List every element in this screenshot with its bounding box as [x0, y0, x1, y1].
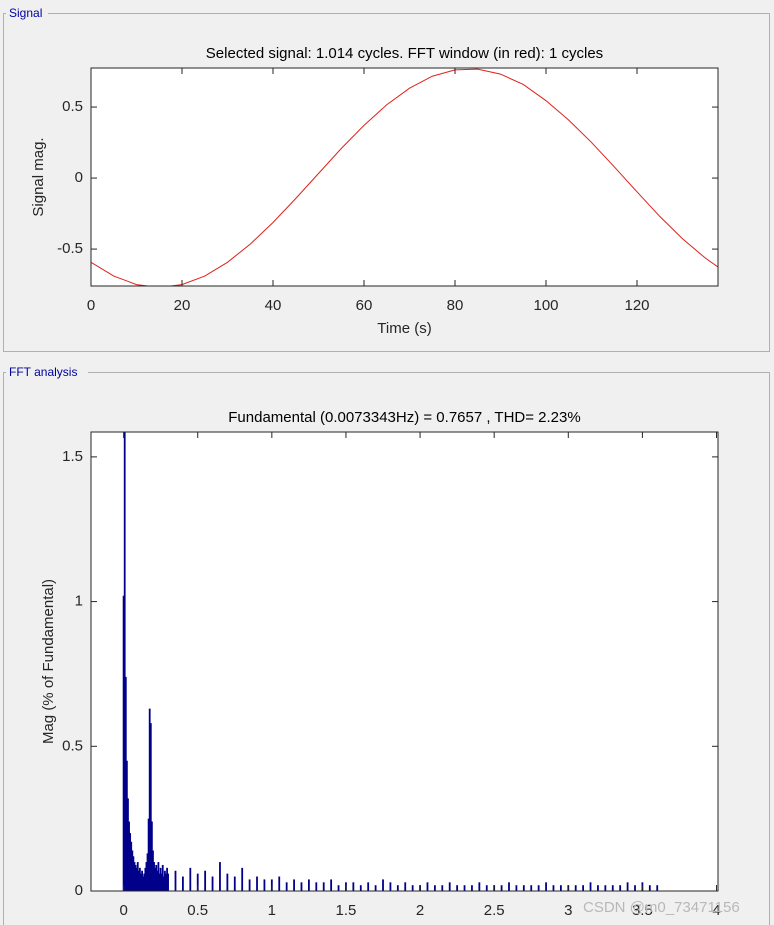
chart-title: Fundamental (0.0073343Hz) = 0.7657 , THD… [228, 409, 580, 426]
x-tick-label: 0 [119, 902, 127, 919]
x-tick-label: 80 [447, 297, 464, 314]
plot-marks [91, 68, 718, 286]
y-tick-label: 0.5 [62, 98, 83, 115]
x-tick-label: 0 [87, 297, 95, 314]
x-tick-label: 2.5 [484, 902, 505, 919]
axes-box [90, 431, 719, 892]
x-tick-label: 1 [268, 902, 276, 919]
x-tick-label: 2 [416, 902, 424, 919]
x-tick-label: 120 [624, 297, 649, 314]
y-tick-label: 0 [75, 882, 83, 899]
x-tick-label: 100 [533, 297, 558, 314]
x-axis-label: Time (s) [377, 320, 431, 337]
signal-line [91, 68, 718, 286]
panel-label-bg [6, 365, 88, 379]
watermark: CSDN @m0_73471156 [583, 899, 740, 916]
plot-marks [122, 432, 659, 891]
axes-box [90, 67, 719, 287]
y-tick-label: 1.5 [62, 448, 83, 465]
y-axis-label: Mag (% of Fundamental) [40, 579, 57, 744]
x-tick-label: 40 [265, 297, 282, 314]
y-tick-label: 0.5 [62, 737, 83, 754]
y-tick-label: -0.5 [57, 240, 83, 257]
y-tick-label: 0 [75, 169, 83, 186]
plot-area [91, 432, 718, 891]
y-tick-label: 1 [75, 593, 83, 610]
x-tick-label: 3 [564, 902, 572, 919]
x-tick-label: 60 [356, 297, 373, 314]
y-axis-label: Signal mag. [30, 137, 47, 216]
panel-title: Signal [9, 6, 42, 20]
x-tick-label: 20 [174, 297, 191, 314]
chart-title: Selected signal: 1.014 cycles. FFT windo… [206, 45, 603, 62]
panel-label-bg [6, 6, 48, 20]
x-tick-label: 1.5 [336, 902, 357, 919]
panel-title: FFT analysis [9, 365, 77, 379]
plot-area [91, 68, 718, 286]
x-tick-label: 0.5 [187, 902, 208, 919]
x-tick-label: 3.5 [632, 902, 653, 919]
x-tick-label: 4 [712, 902, 720, 919]
